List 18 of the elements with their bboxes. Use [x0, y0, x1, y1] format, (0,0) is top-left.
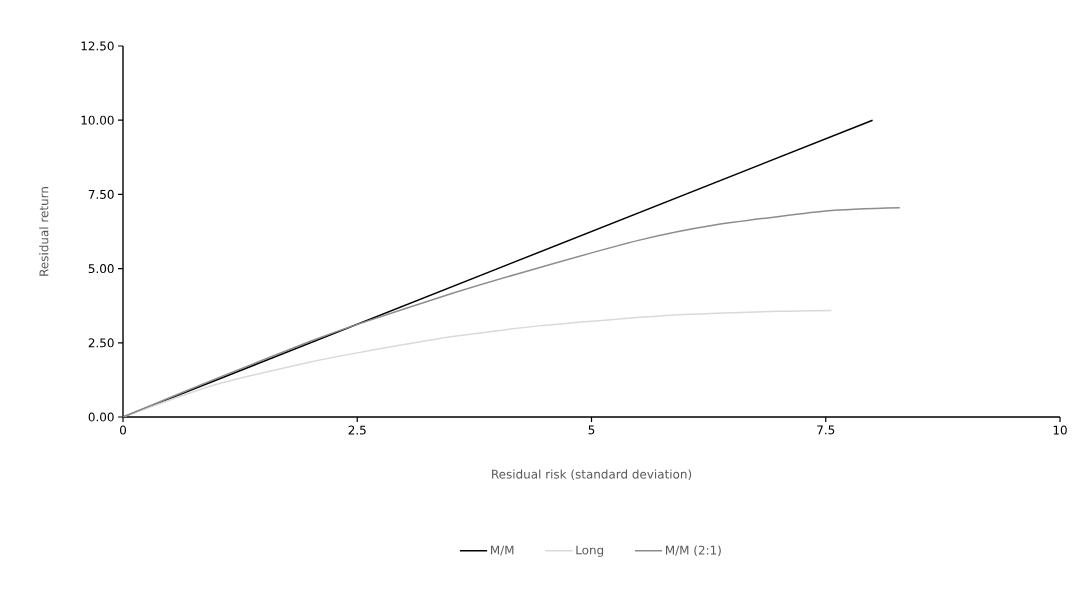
legend-label: M/M [491, 545, 514, 556]
x-tick-label: 7.5 [817, 425, 835, 435]
x-axis-title: Residual risk (standard deviation) [492, 469, 692, 481]
y-tick-label: 10.00 [81, 115, 114, 125]
line-series [123, 309, 833, 417]
x-tick-label: 2.5 [348, 425, 366, 435]
y-tick-label: 0.00 [88, 412, 114, 422]
y-axis-title: Residual return [39, 187, 49, 276]
y-tick-label: 12.50 [81, 41, 114, 51]
legend-label: Long [576, 545, 604, 557]
y-tick-label: 2.50 [88, 338, 114, 348]
legend-label: M/M (2:1) [666, 545, 721, 557]
x-tick-label: 5 [588, 425, 595, 435]
x-tick-label: 10 [1053, 425, 1067, 435]
y-tick-label: 7.50 [88, 189, 114, 199]
x-tick-label: 0 [119, 425, 127, 435]
line-series [123, 207, 901, 417]
y-tick-label: 5.00 [88, 264, 114, 274]
